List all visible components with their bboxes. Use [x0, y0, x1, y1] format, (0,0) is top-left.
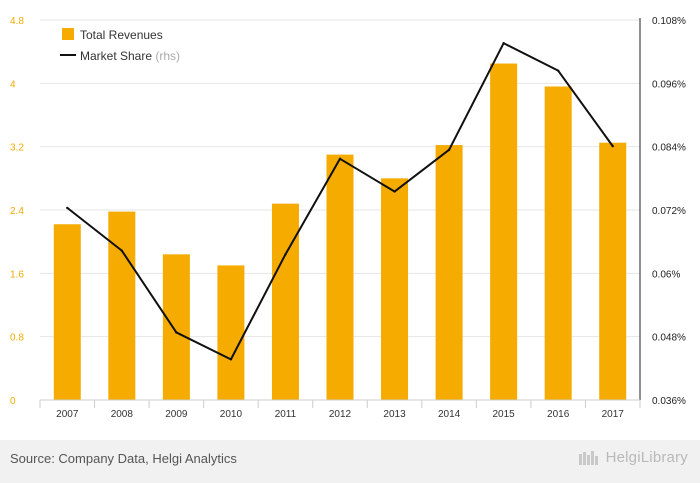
y-right-tick-label: 0.072%: [652, 206, 686, 217]
library-icon: [578, 450, 598, 465]
x-tick-label: 2008: [111, 409, 134, 420]
y-left-tick-label: 4: [10, 79, 16, 90]
bar-2015: [490, 63, 518, 401]
bar-2010: [217, 265, 245, 400]
bar-2011: [271, 203, 299, 400]
legend-swatch-total-revenues: [62, 28, 74, 40]
point-2015: [502, 42, 505, 45]
y-left-tick-label: 3.2: [10, 143, 24, 154]
bar-series-total-revenues: [53, 63, 627, 401]
x-tick-label: 2009: [165, 409, 188, 420]
x-tick-label: 2011: [275, 409, 297, 420]
point-2011: [284, 253, 287, 256]
point-2014: [447, 148, 451, 152]
point-2008: [120, 249, 124, 252]
y-right-tick-label: 0.036%: [652, 396, 686, 407]
point-2010: [229, 358, 233, 361]
point-2007: [66, 206, 69, 210]
bar-2009: [162, 254, 190, 400]
bar-2016: [544, 86, 572, 400]
x-tick-label: 2017: [602, 409, 625, 420]
point-2009: [175, 331, 178, 334]
y-right-tick-label: 0.084%: [652, 143, 686, 154]
x-tick-label: 2016: [547, 409, 570, 420]
bar-2013: [381, 178, 409, 400]
y-left-tick-label: 4.8: [10, 16, 24, 27]
y-left-tick-label: 1.6: [10, 269, 24, 280]
y-right-tick-label: 0.048%: [652, 333, 686, 344]
point-2017: [611, 144, 614, 148]
x-tick-label: 2007: [56, 409, 79, 420]
point-2016: [556, 69, 560, 72]
brand-logo: HelgiLibrary: [578, 449, 688, 466]
point-2012: [338, 157, 342, 161]
x-tick-label: 2015: [493, 409, 516, 420]
y-left-tick-label: 2.4: [10, 206, 24, 217]
x-tick-label: 2010: [220, 409, 243, 420]
point-2013: [393, 190, 396, 193]
bar-2014: [435, 145, 463, 400]
legend-label-market-share: Market Share (rhs): [80, 49, 180, 63]
x-tick-label: 2013: [383, 409, 406, 420]
legend: Total Revenues Market Share (rhs): [60, 28, 180, 63]
axes: 0 0.8 1.6 2.4 3.2 4 4.8 0.036% 0.048% 0.06% 0.072%…: [10, 16, 686, 420]
bar-2008: [108, 211, 136, 400]
bar-2017: [599, 142, 627, 401]
line-series-market-share: [66, 42, 614, 361]
legend-label-market-share-suffix: (rhs): [155, 49, 180, 63]
brand-name: HelgiLibrary: [605, 449, 688, 466]
x-tick-label: 2012: [329, 409, 352, 420]
y-right-tick-label: 0.096%: [652, 79, 686, 90]
y-right-tick-label: 0.06%: [652, 269, 680, 280]
bar-2007: [53, 224, 81, 400]
x-tick-label: 2014: [438, 409, 461, 420]
source-note: Source: Company Data, Helgi Analytics: [10, 451, 237, 466]
y-right-tick-label: 0.108%: [652, 16, 686, 27]
bar-2012: [326, 154, 354, 400]
y-left-tick-label: 0: [10, 396, 16, 407]
legend-label-market-share-name: Market Share: [80, 49, 152, 63]
legend-label-total-revenues: Total Revenues: [80, 28, 163, 42]
y-left-tick-label: 0.8: [10, 333, 24, 344]
